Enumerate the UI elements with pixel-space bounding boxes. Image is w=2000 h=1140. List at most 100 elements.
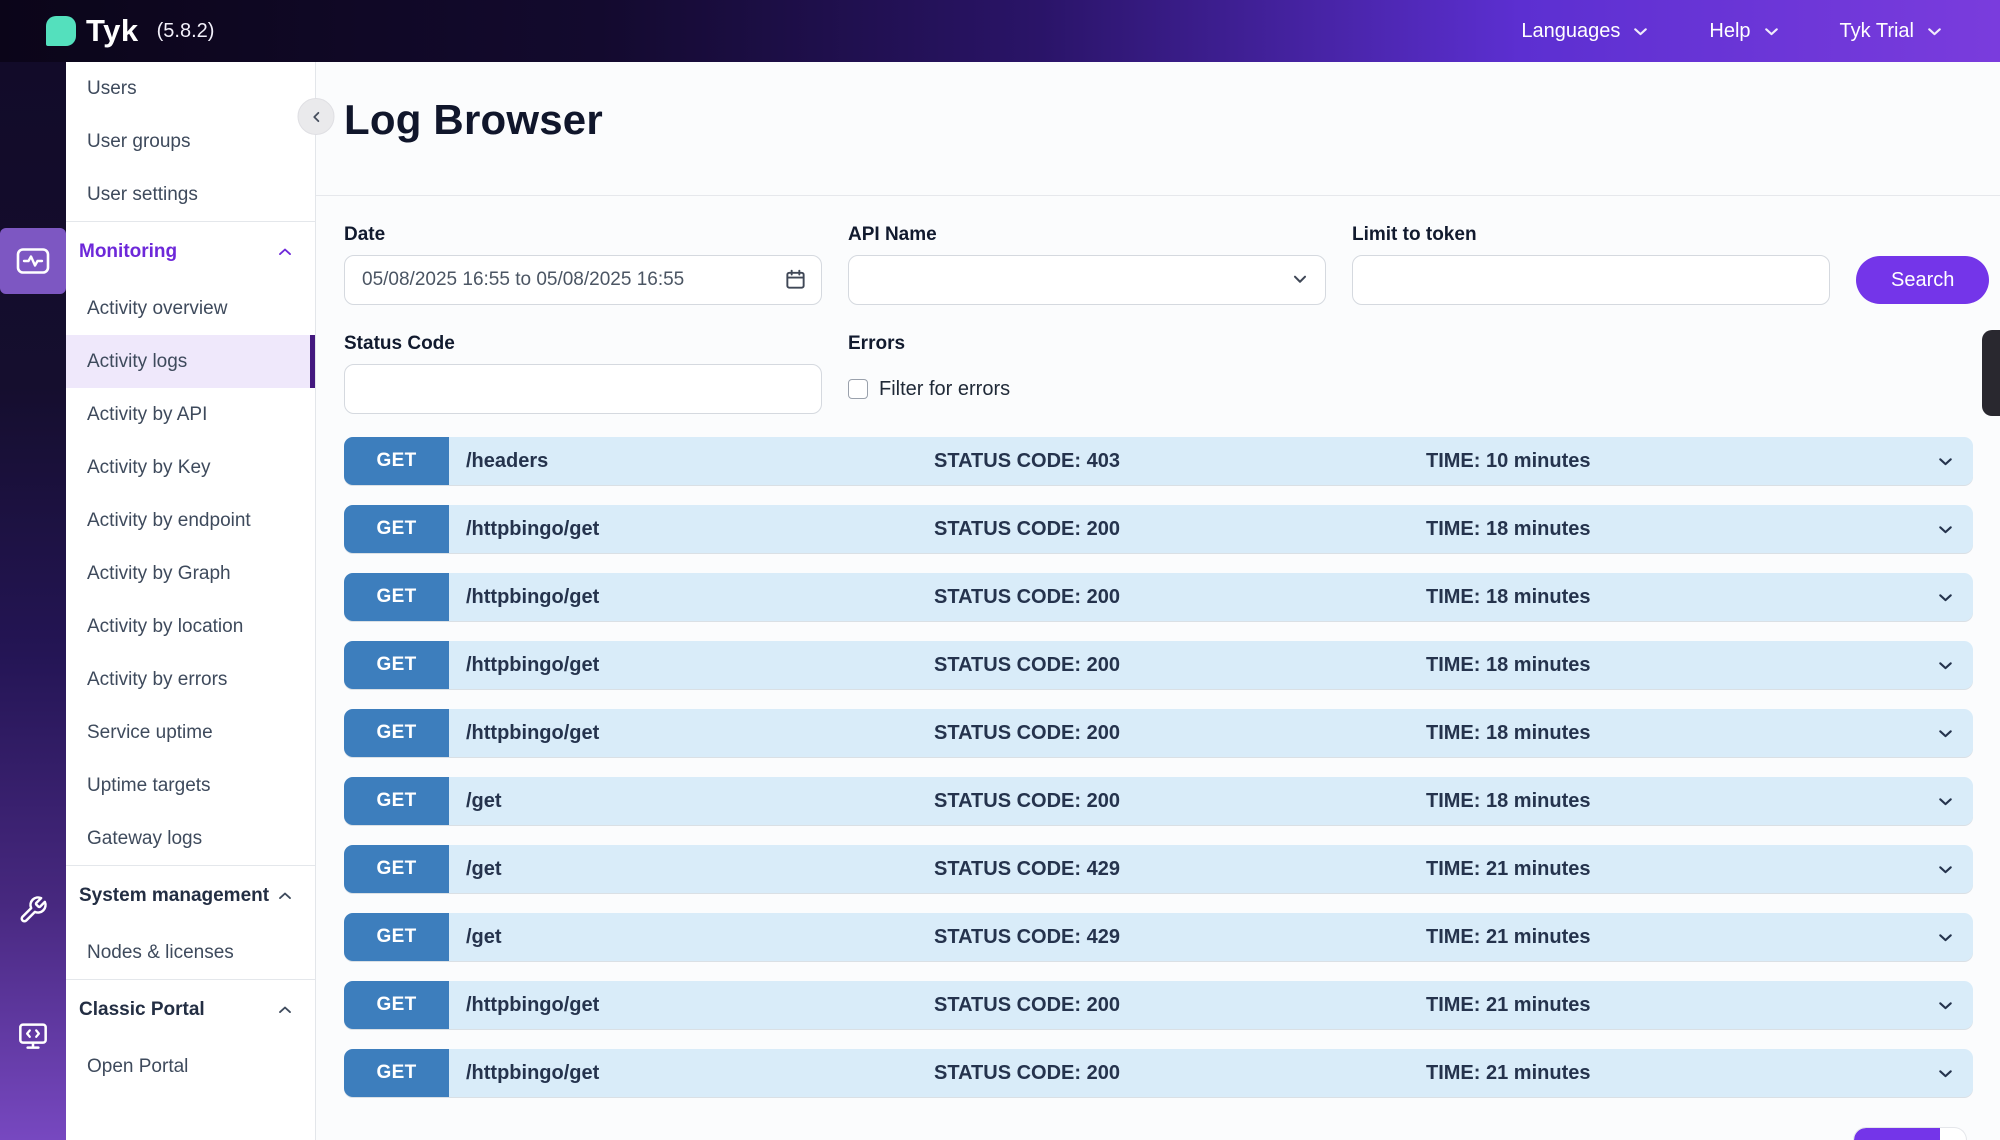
brand[interactable]: Tyk (5.8.2)	[46, 13, 214, 49]
filter-for-errors-option[interactable]: Filter for errors	[848, 364, 1326, 414]
sidebar-item-service-uptime[interactable]: Service uptime	[66, 706, 315, 759]
page-header: Log Browser	[316, 62, 2000, 196]
wrench-icon	[18, 895, 48, 925]
errors-label: Errors	[848, 333, 906, 354]
floating-widget-accent	[1854, 1128, 1940, 1140]
sidebar-item-user-groups[interactable]: User groups	[66, 115, 315, 168]
sidebar-item-label: Open Portal	[87, 1055, 189, 1077]
chevron-down-icon	[1761, 21, 1782, 42]
topbar-menu-tyk-trial[interactable]: Tyk Trial	[1840, 20, 1945, 43]
log-row[interactable]: GET /headers STATUS CODE: 403 TIME: 10 m…	[344, 437, 1973, 485]
sidebar-item-users[interactable]: Users	[66, 62, 315, 115]
chevron-down-icon	[1917, 1063, 1973, 1084]
sidebar-item-label: Gateway logs	[87, 827, 203, 849]
chevron-down-icon	[1917, 655, 1973, 676]
limit-token-filter: Limit to token	[1352, 224, 1830, 305]
log-row[interactable]: GET /get STATUS CODE: 200 TIME: 18 minut…	[344, 777, 1973, 825]
floating-widget-partial[interactable]	[1853, 1127, 1967, 1140]
sidebar-item-nodes-licenses[interactable]: Nodes & licenses	[66, 926, 315, 979]
sidebar-item-label: Uptime targets	[87, 774, 211, 796]
brand-name: Tyk	[86, 13, 139, 48]
scrollbar-thumb[interactable]	[1982, 330, 2000, 416]
sidebar-section-classic-portal[interactable]: Classic Portal	[66, 980, 315, 1040]
api-name-select[interactable]	[848, 255, 1326, 305]
chevron-down-icon	[1924, 21, 1945, 42]
log-row[interactable]: GET /httpbingo/get STATUS CODE: 200 TIME…	[344, 573, 1973, 621]
limit-token-input[interactable]	[1352, 255, 1830, 305]
errors-checkbox[interactable]	[848, 379, 868, 399]
date-filter: Date	[344, 224, 822, 305]
log-time: TIME: 21 minutes	[1426, 1061, 1591, 1084]
date-range-input[interactable]	[344, 255, 822, 305]
topbar: Tyk (5.8.2) Languages Help Tyk Trial	[0, 0, 2000, 62]
search-button[interactable]: Search	[1856, 256, 1990, 304]
sidebar-item-activity-by-key[interactable]: Activity by Key	[66, 441, 315, 494]
sidebar-divider	[66, 221, 315, 222]
log-row[interactable]: GET /get STATUS CODE: 429 TIME: 21 minut…	[344, 913, 1973, 961]
log-status-code: STATUS CODE: 200	[934, 585, 1120, 608]
rail-item-monitoring[interactable]	[0, 228, 66, 294]
log-row[interactable]: GET /httpbingo/get STATUS CODE: 200 TIME…	[344, 709, 1973, 757]
topbar-menu-help[interactable]: Help	[1709, 20, 1781, 43]
topbar-menu-label: Languages	[1521, 19, 1621, 42]
log-time: TIME: 18 minutes	[1426, 585, 1591, 608]
log-row[interactable]: GET /get STATUS CODE: 429 TIME: 21 minut…	[344, 845, 1973, 893]
icon-rail	[0, 62, 66, 1140]
method-badge: GET	[344, 913, 449, 961]
log-row[interactable]: GET /httpbingo/get STATUS CODE: 200 TIME…	[344, 505, 1973, 553]
method-badge: GET	[344, 641, 449, 689]
rail-item-system-management[interactable]	[0, 895, 66, 925]
sidebar-item-activity-logs[interactable]: Activity logs	[66, 335, 315, 388]
sidebar-item-uptime-targets[interactable]: Uptime targets	[66, 759, 315, 812]
sidebar-section-system-management[interactable]: System management	[66, 866, 315, 926]
chevron-down-icon	[1917, 859, 1973, 880]
chevron-down-icon	[1917, 927, 1973, 948]
sidebar-item-activity-by-location[interactable]: Activity by location	[66, 600, 315, 653]
chevron-up-icon	[275, 1000, 295, 1020]
sidebar-item-user-settings[interactable]: User settings	[66, 168, 315, 221]
method-badge: GET	[344, 505, 449, 553]
page-title: Log Browser	[344, 96, 603, 143]
sidebar-item-activity-by-errors[interactable]: Activity by errors	[66, 653, 315, 706]
log-time: TIME: 21 minutes	[1426, 925, 1591, 948]
rail-item-classic-portal[interactable]	[0, 1020, 66, 1052]
log-status-code: STATUS CODE: 200	[934, 789, 1120, 812]
main-content: Log Browser Date	[316, 62, 2000, 1140]
method-badge: GET	[344, 573, 449, 621]
errors-filter: Errors Filter for errors	[848, 333, 1326, 414]
sidebar-section-label: Classic Portal	[79, 999, 205, 1020]
sidebar-item-activity-overview[interactable]: Activity overview	[66, 282, 315, 335]
limit-token-label: Limit to token	[1352, 224, 1477, 245]
log-path: /headers	[466, 449, 549, 472]
method-badge: GET	[344, 845, 449, 893]
log-row[interactable]: GET /httpbingo/get STATUS CODE: 200 TIME…	[344, 981, 1973, 1029]
sidebar-item-activity-by-api[interactable]: Activity by API	[66, 388, 315, 441]
log-path: /get	[466, 925, 502, 948]
log-row[interactable]: GET /httpbingo/get STATUS CODE: 200 TIME…	[344, 641, 1973, 689]
sidebar-item-activity-by-endpoint[interactable]: Activity by endpoint	[66, 494, 315, 547]
sidebar-item-activity-by-graph[interactable]: Activity by Graph	[66, 547, 315, 600]
sidebar-item-label: Activity overview	[87, 297, 228, 319]
status-code-label: Status Code	[344, 333, 455, 354]
sidebar-item-label: User settings	[87, 183, 198, 205]
sidebar-item-label: Activity by API	[87, 403, 208, 425]
log-time: TIME: 21 minutes	[1426, 993, 1591, 1016]
sidebar-collapse-button[interactable]	[297, 98, 335, 135]
sidebar-item-label: Activity logs	[87, 350, 188, 372]
log-row[interactable]: GET /httpbingo/get STATUS CODE: 200 TIME…	[344, 1049, 1973, 1097]
sidebar: Users User groups User settings Monitoring …	[66, 62, 316, 1140]
log-list: GET /headers STATUS CODE: 403 TIME: 10 m…	[316, 414, 2000, 1097]
tyk-logo-icon	[46, 16, 76, 46]
log-path: /httpbingo/get	[466, 653, 600, 676]
log-path: /get	[466, 857, 502, 880]
sidebar-section-monitoring[interactable]: Monitoring	[66, 222, 315, 282]
sidebar-item-label: Activity by errors	[87, 668, 228, 690]
log-status-code: STATUS CODE: 200	[934, 993, 1120, 1016]
status-code-input[interactable]	[344, 364, 822, 414]
log-path: /httpbingo/get	[466, 1061, 600, 1084]
sidebar-item-open-portal[interactable]: Open Portal	[66, 1040, 315, 1093]
topbar-menu-languages[interactable]: Languages	[1521, 20, 1651, 43]
sidebar-item-label: Activity by Graph	[87, 562, 231, 584]
sidebar-item-gateway-logs[interactable]: Gateway logs	[66, 812, 315, 865]
activity-monitor-icon	[15, 246, 51, 276]
